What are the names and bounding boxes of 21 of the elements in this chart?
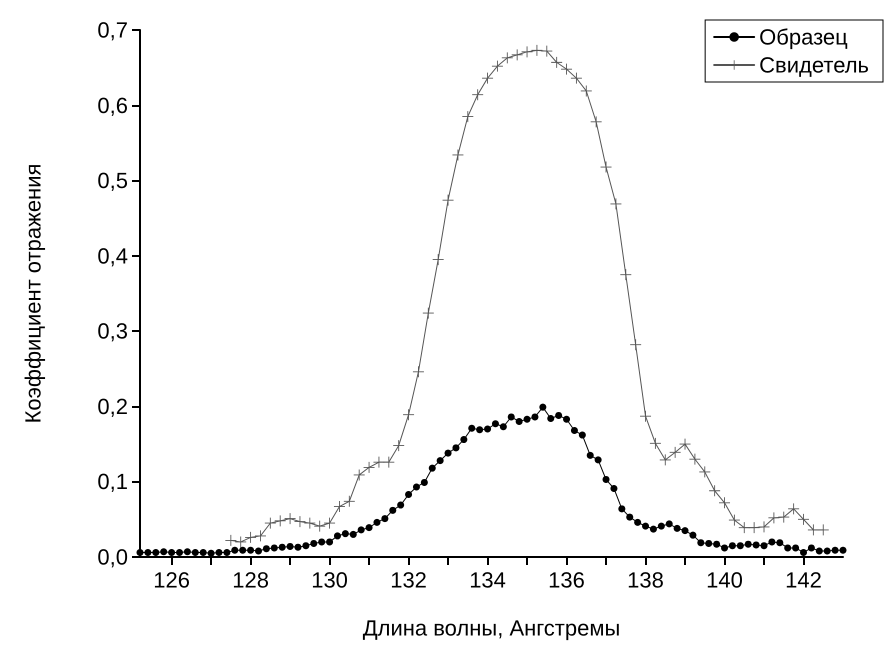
y-tick-label: 0,5 [97,168,128,194]
x-tick-label: 136 [548,568,585,592]
x-tick-label: 130 [311,568,348,592]
x-tick-label: 142 [785,568,822,592]
x-tick-label: 126 [153,568,190,592]
x-axis-title: Длина волны, Ангстремы [362,616,620,640]
y-tick-label: 0,3 [97,318,128,344]
y-tick-label: 0,0 [97,544,128,570]
x-tick-label: 132 [390,568,427,592]
y-tick-label: 0,1 [97,469,128,494]
x-tick-label: 140 [706,568,743,592]
x-tick-label: 134 [469,568,506,592]
x-tick-label: 128 [232,568,269,592]
y-tick-label: 0,6 [97,92,128,118]
x-tick-label: 138 [627,568,664,592]
legend-label: Свидетель [759,52,870,78]
y-tick-label: 0,2 [97,394,128,419]
y-tick-label: 0,7 [97,18,128,42]
y-tick-label: 0,4 [97,243,128,268]
y-axis-title: Коэффициент отражения [20,164,46,424]
legend-label: Образец [759,24,848,50]
